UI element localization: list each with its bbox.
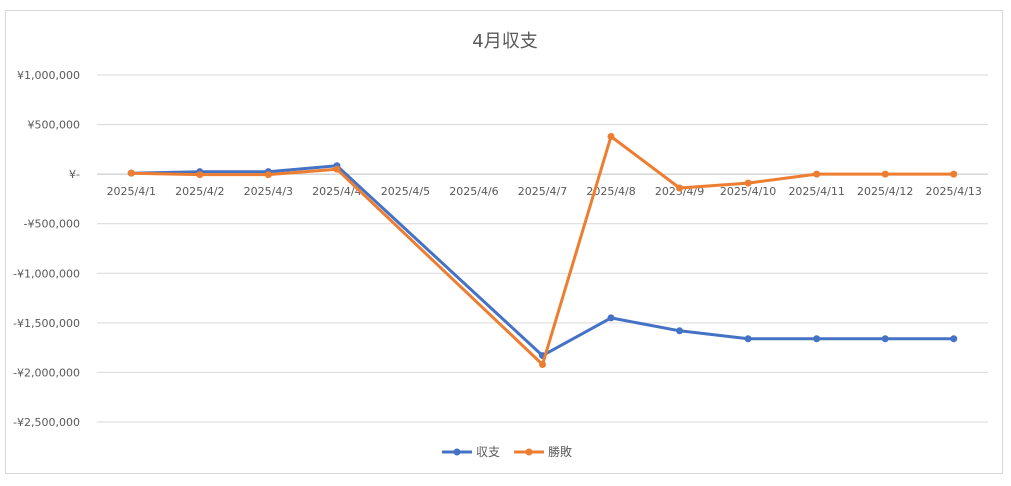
x-axis-ticks: 2025/4/1 2025/4/2 2025/4/3 2025/4/4 2025/4/5…: [107, 185, 982, 198]
x-tick-label: 2025/4/1: [107, 185, 156, 198]
y-axis-ticks: ¥1,000,000 ¥500,000 ¥- -¥500,000 -¥1,000,000…: [13, 69, 80, 429]
data-point: [881, 335, 889, 343]
data-point: [539, 360, 546, 368]
data-point: [744, 179, 752, 187]
y-tick-label: -¥2,000,000: [13, 366, 80, 379]
legend-label: 勝敗: [548, 444, 572, 459]
y-tick-label: -¥2,500,000: [13, 416, 80, 429]
x-tick-label: 2025/4/10: [720, 185, 776, 198]
x-tick-label: 2025/4/6: [449, 185, 498, 198]
data-point: [196, 171, 204, 179]
data-point: [607, 314, 615, 322]
legend: 収支 勝敗: [442, 444, 572, 459]
x-tick-label: 2025/4/13: [926, 185, 982, 198]
y-tick-label: ¥1,000,000: [17, 69, 80, 82]
gridlines: [97, 74, 988, 423]
y-tick-label: ¥-: [69, 168, 80, 181]
data-point: [950, 170, 958, 178]
series-lines: [127, 132, 958, 368]
x-tick-label: 2025/4/4: [312, 185, 361, 198]
y-tick-label: -¥1,500,000: [13, 317, 80, 330]
legend-swatch-marker: [453, 448, 461, 456]
data-point: [950, 335, 958, 343]
legend-label: 収支: [476, 445, 500, 459]
data-point: [813, 170, 821, 178]
data-point: [333, 165, 341, 173]
data-point: [127, 169, 135, 177]
data-point: [676, 184, 684, 192]
legend-item: 勝敗: [514, 444, 572, 459]
y-tick-label: -¥500,000: [24, 218, 80, 231]
data-point: [676, 327, 684, 335]
line-chart: 4月収支 ¥1,000,000 ¥500,000 ¥- -¥500,000 -¥1,00…: [13, 31, 988, 459]
y-tick-label: ¥500,000: [28, 119, 81, 132]
data-point: [607, 132, 615, 140]
data-point: [881, 170, 889, 178]
x-tick-label: 2025/4/8: [586, 185, 635, 198]
x-tick-label: 2025/4/3: [244, 185, 293, 198]
legend-item: 収支: [442, 445, 500, 459]
x-tick-label: 2025/4/7: [518, 185, 567, 198]
x-tick-label: 2025/4/2: [175, 185, 224, 198]
data-point: [744, 335, 752, 343]
y-tick-label: -¥1,000,000: [13, 267, 80, 280]
x-tick-label: 2025/4/5: [381, 185, 430, 198]
chart-frame: 4月収支 ¥1,000,000 ¥500,000 ¥- -¥500,000 -¥1,00…: [5, 10, 1003, 474]
x-tick-label: 2025/4/12: [857, 185, 913, 198]
data-point: [264, 171, 272, 179]
x-tick-label: 2025/4/11: [788, 185, 844, 198]
data-point: [813, 335, 821, 343]
legend-swatch-marker: [525, 448, 533, 456]
chart-title: 4月収支: [472, 31, 537, 52]
